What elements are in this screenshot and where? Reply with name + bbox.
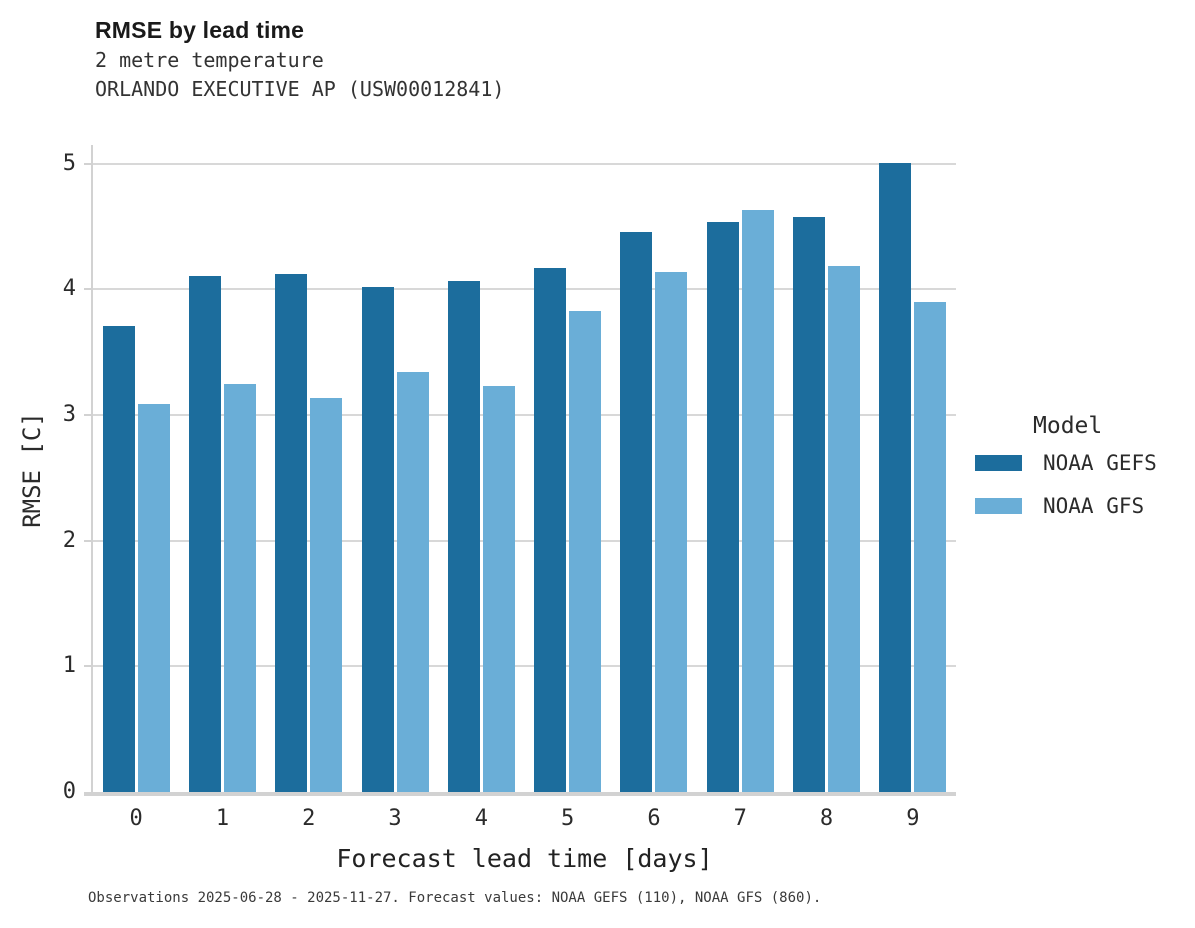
x-tick-label-4: 4 xyxy=(474,806,488,831)
chart-subtitle-variable: 2 metre temperature xyxy=(95,48,324,72)
gridline-y-4 xyxy=(93,288,956,291)
x-axis-line xyxy=(84,792,956,796)
bar-group-day-4 xyxy=(438,280,524,792)
y-tick-mark-4 xyxy=(84,288,91,291)
bar-noaa-gfs-day-9 xyxy=(914,302,947,792)
legend-item-noaa-gefs: NOAA GEFS xyxy=(975,451,1190,475)
bar-noaa-gfs-day-4 xyxy=(482,386,515,792)
x-axis-tick-labels: 0 1 2 3 4 5 6 7 8 9 xyxy=(93,806,956,836)
x-tick-label-8: 8 xyxy=(819,806,834,831)
bar-group-day-1 xyxy=(179,275,265,792)
bar-group-day-5 xyxy=(525,268,611,792)
x-tick-label-1: 1 xyxy=(215,806,230,831)
bar-noaa-gefs-day-4 xyxy=(447,280,480,792)
legend-item-noaa-gfs: NOAA GFS xyxy=(975,494,1190,518)
bar-noaa-gefs-day-1 xyxy=(188,275,221,792)
bar-group-day-7 xyxy=(697,210,783,792)
y-tick-mark-3 xyxy=(84,414,91,417)
bar-noaa-gefs-day-3 xyxy=(361,287,394,792)
bar-noaa-gefs-day-6 xyxy=(620,231,653,792)
bar-group-day-9 xyxy=(870,162,956,792)
legend-swatch-icon xyxy=(975,455,1022,471)
x-tick-label-5: 5 xyxy=(561,806,575,831)
legend-label: NOAA GFS xyxy=(1043,494,1145,518)
y-tick-label-2: 2 xyxy=(62,527,76,553)
legend-label: NOAA GEFS xyxy=(1043,451,1157,475)
y-tick-label-0: 0 xyxy=(62,779,76,804)
bar-noaa-gefs-day-0 xyxy=(102,325,135,792)
legend-swatch-icon xyxy=(975,498,1022,514)
gridline-y-2 xyxy=(93,539,956,542)
chart-header: RMSE by lead time 2 metre temperature OR… xyxy=(95,14,504,103)
y-tick-mark-5 xyxy=(84,162,91,165)
bar-noaa-gefs-day-2 xyxy=(275,274,308,792)
gridline-y-5 xyxy=(93,162,956,165)
bar-group-day-0 xyxy=(93,325,179,792)
bar-group-day-2 xyxy=(266,274,352,792)
bar-noaa-gefs-day-7 xyxy=(706,221,739,792)
y-tick-label-1: 1 xyxy=(62,653,76,679)
bar-noaa-gfs-day-0 xyxy=(137,403,170,792)
bar-noaa-gefs-day-9 xyxy=(879,162,912,792)
bar-noaa-gfs-day-3 xyxy=(396,372,429,792)
x-tick-label-2: 2 xyxy=(302,806,316,831)
bar-noaa-gfs-day-7 xyxy=(741,210,774,792)
x-axis-title: Forecast lead time [days] xyxy=(336,844,713,873)
y-tick-mark-1 xyxy=(84,665,91,668)
x-tick-label-0: 0 xyxy=(129,806,143,831)
bar-noaa-gfs-day-8 xyxy=(828,265,861,792)
y-tick-mark-2 xyxy=(84,539,91,542)
chart-subtitle-station: ORLANDO EXECUTIVE AP (USW00012841) xyxy=(95,76,505,101)
bar-group-day-8 xyxy=(783,216,869,792)
x-tick-label-7: 7 xyxy=(733,806,747,831)
y-tick-label-3: 3 xyxy=(62,402,76,428)
legend-items: NOAA GEFS NOAA GFS xyxy=(975,451,1190,518)
bar-noaa-gfs-day-1 xyxy=(223,383,256,792)
x-tick-label-9: 9 xyxy=(906,806,920,831)
gridline-y-3 xyxy=(93,414,956,417)
bar-noaa-gfs-day-6 xyxy=(655,271,688,792)
y-axis-tick-labels: 0 1 2 3 4 5 xyxy=(0,145,76,804)
bar-group-day-6 xyxy=(611,231,697,792)
y-tick-label-4: 4 xyxy=(62,276,76,302)
footnote: Observations 2025-06-28 - 2025-11-27. Fo… xyxy=(88,890,822,906)
y-tick-label-5: 5 xyxy=(62,150,76,176)
gridline-y-1 xyxy=(93,665,956,668)
bar-noaa-gfs-day-5 xyxy=(569,310,602,792)
chart-title: RMSE by lead time xyxy=(95,17,305,43)
legend: Model NOAA GEFS NOAA GFS xyxy=(975,413,1190,537)
x-tick-label-3: 3 xyxy=(388,806,402,831)
bar-noaa-gefs-day-8 xyxy=(793,216,826,792)
x-tick-label-6: 6 xyxy=(647,806,661,831)
bar-noaa-gfs-day-2 xyxy=(310,397,343,792)
y-axis-line xyxy=(91,145,93,794)
bar-group-day-3 xyxy=(352,287,438,792)
plot-area xyxy=(84,145,956,796)
legend-title: Model xyxy=(1033,413,1103,439)
bar-noaa-gefs-day-5 xyxy=(534,268,567,792)
